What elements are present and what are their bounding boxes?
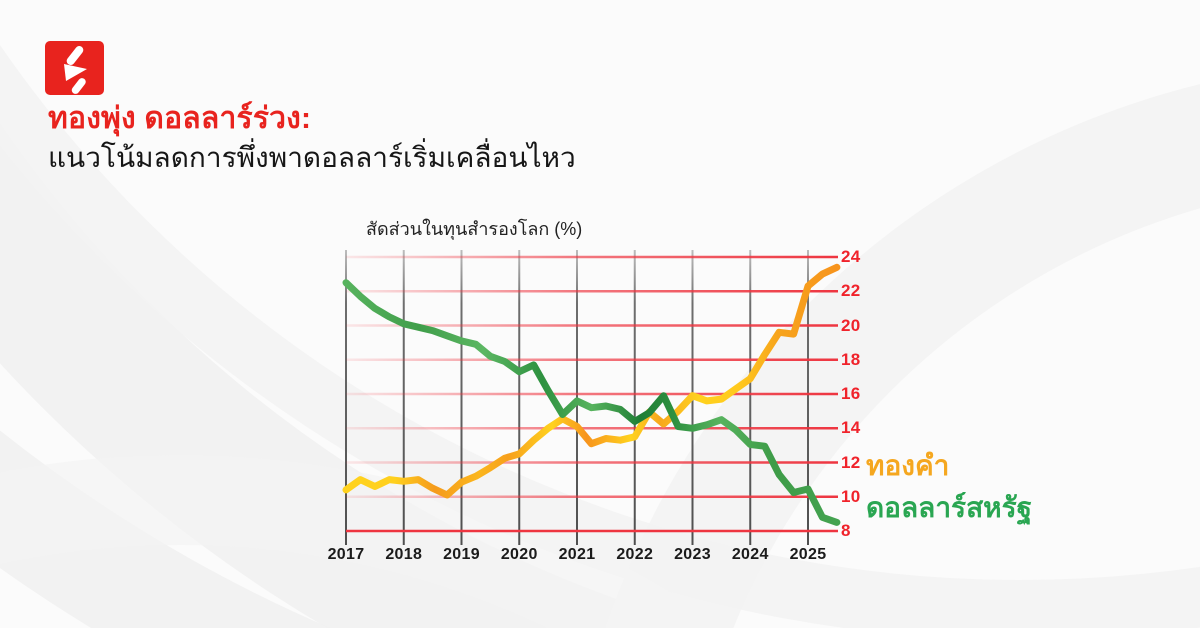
- y-tick-label: 10: [841, 486, 861, 506]
- chart-title: สัดส่วนในทุนสำรองโลก (%): [366, 219, 583, 239]
- y-tick-label: 20: [841, 315, 861, 335]
- y-tick-label: 18: [841, 349, 861, 369]
- x-tick-label: 2025: [789, 546, 827, 563]
- x-tick-label: 2021: [558, 546, 596, 563]
- x-tick-label: 2017: [327, 546, 365, 563]
- legend-usd-label: ดอลลาร์สหรัฐ: [866, 492, 1033, 523]
- x-tick-label: 2024: [731, 546, 769, 563]
- y-tick-label: 12: [841, 452, 861, 472]
- x-tick-label: 2020: [500, 546, 538, 563]
- usd-line: [342, 279, 841, 526]
- y-tick-label: 14: [841, 418, 861, 438]
- headline-block: ทองพุ่ง ดอลลาร์ร่วง: แนวโน้มลดการพึ่งพาด…: [48, 101, 576, 175]
- x-tick-label: 2023: [674, 546, 711, 563]
- y-tick-label: 22: [841, 281, 861, 301]
- y-tick-label: 8: [841, 521, 851, 540]
- gold-line: [342, 263, 841, 499]
- chart-legend: ทองคำ ดอลลาร์สหรัฐ: [866, 452, 1032, 522]
- headline-line2: แนวโน้มลดการพึ่งพาดอลลาร์เริ่มเคลื่อนไหว: [48, 141, 576, 173]
- publisher-logo: [45, 41, 104, 95]
- x-tick-label: 2022: [616, 546, 654, 563]
- y-tick-label: 16: [841, 384, 861, 403]
- legend-gold-label: ทองคำ: [866, 450, 950, 481]
- x-tick-label: 2018: [385, 546, 423, 563]
- y-tick-label: 24: [841, 247, 861, 266]
- headline-line1: ทองพุ่ง ดอลลาร์ร่วง:: [48, 102, 312, 135]
- x-tick-label: 2019: [443, 546, 480, 563]
